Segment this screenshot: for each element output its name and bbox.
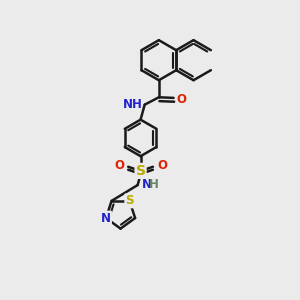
Text: NH: NH [122, 98, 142, 111]
Text: O: O [176, 93, 187, 106]
Text: S: S [125, 194, 134, 207]
Text: S: S [136, 164, 146, 178]
Text: H: H [149, 178, 159, 191]
Text: N: N [142, 178, 152, 191]
Text: N: N [101, 212, 111, 224]
Text: O: O [114, 158, 124, 172]
Text: O: O [157, 158, 167, 172]
